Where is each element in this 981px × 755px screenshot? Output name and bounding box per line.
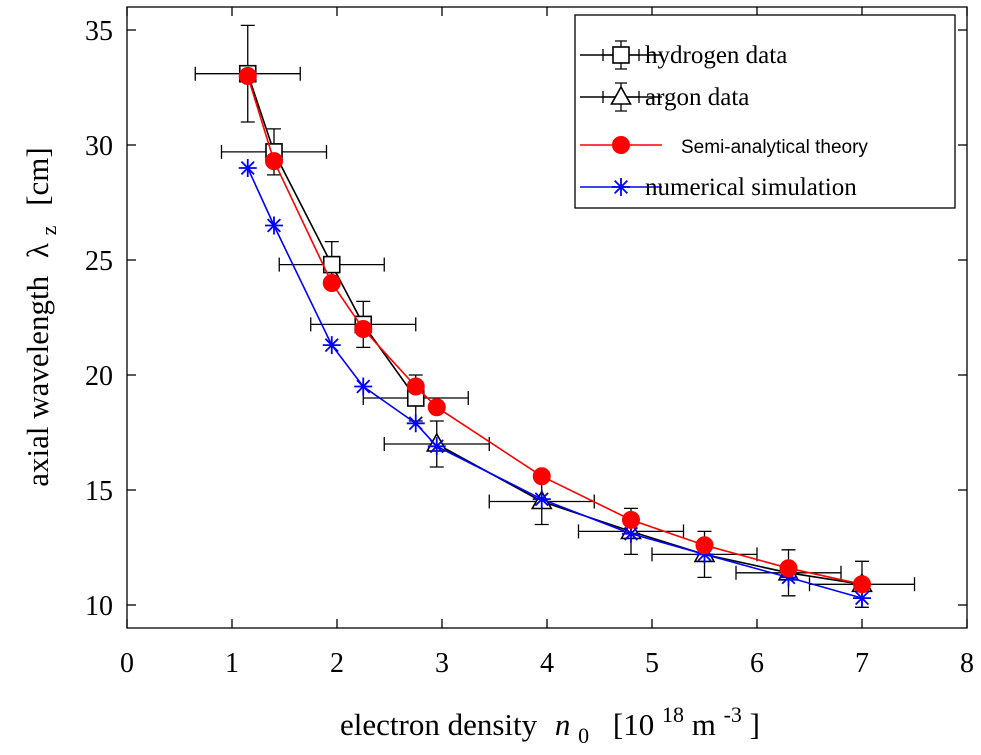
legend-marker — [612, 46, 630, 64]
semi-analytical-theory-series — [238, 67, 871, 594]
semi-analytical-theory-point — [853, 575, 871, 594]
numerical-simulation-point — [322, 336, 341, 355]
x-label-unit-mid: m — [692, 707, 716, 742]
y-axis-label: axial wavelength λ z [cm] — [20, 147, 63, 486]
semi-analytical-theory-point — [695, 536, 714, 555]
x-axis-label: electron density n 0 [10 18 m -3 ] — [340, 694, 760, 750]
semi-analytical-theory-point — [354, 320, 373, 338]
numerical-simulation-point — [265, 216, 283, 235]
x-label-symbol: n — [555, 707, 571, 742]
axes-ticks: 0 1 2 3 4 5 6 7 8 10 15 20 25 30 35 — [85, 7, 974, 679]
x-label-unit-exp: 18 — [662, 702, 684, 727]
legend-marker — [612, 178, 630, 196]
semi-analytical-theory-point — [406, 377, 425, 396]
y-tick-label: 15 — [85, 476, 113, 507]
y-label-symbol-sub: z — [36, 225, 61, 235]
x-tick-label: 8 — [960, 648, 974, 679]
x-tick-label: 6 — [750, 648, 764, 679]
x-label-symbol-sub: 0 — [578, 723, 589, 748]
legend-item-hydrogen-data: hydrogen data — [580, 40, 787, 70]
semi-analytical-theory-point — [622, 510, 640, 529]
semi-analytical-theory-point — [427, 398, 446, 417]
legend-marker — [610, 85, 632, 105]
y-tick-label: 30 — [85, 131, 113, 162]
semi-analytical-theory-point — [238, 67, 257, 85]
y-label-prefix: axial wavelength — [20, 275, 55, 486]
semi-analytical-theory-point — [265, 152, 283, 171]
x-tick-label: 1 — [225, 648, 239, 679]
semi-analytical-theory-point — [322, 274, 341, 292]
semi-analytical-theory-point — [532, 467, 551, 486]
legend-item-numerical-simulation: numerical simulation — [580, 174, 857, 201]
argon-data-line — [436, 443, 863, 586]
numerical-simulation-point — [354, 377, 373, 396]
x-label-unit-open: [10 — [613, 707, 654, 742]
numerical-simulation-point — [238, 159, 257, 177]
legend-marker — [612, 136, 630, 154]
legend-box — [574, 14, 956, 209]
x-tick-label: 2 — [330, 648, 344, 679]
legend-item-semi-analytical-theory: Semi-analytical theory — [580, 136, 868, 158]
numerical-simulation-point — [695, 545, 714, 564]
x-tick-label: 3 — [435, 648, 449, 679]
x-label-unit-close: ] — [750, 707, 760, 742]
plot-series — [194, 24, 916, 608]
x-tick-label: 7 — [855, 648, 869, 679]
numerical-simulation-point — [779, 568, 798, 587]
y-label-unit: [cm] — [20, 147, 55, 206]
legend-label: argon data — [645, 84, 749, 111]
numerical-simulation-series — [238, 159, 871, 608]
numerical-simulation-point — [427, 437, 446, 456]
y-tick-label: 10 — [85, 591, 113, 622]
y-tick-label: 25 — [85, 246, 113, 277]
legend: hydrogen data argon data Semi-analytical t… — [574, 14, 956, 209]
x-label-prefix: electron density — [340, 707, 538, 742]
legend-label: numerical simulation — [645, 174, 857, 201]
x-tick-label: 0 — [120, 648, 134, 679]
x-tick-label: 5 — [645, 648, 659, 679]
legend-label: hydrogen data — [645, 42, 787, 69]
legend-label: Semi-analytical theory — [681, 137, 868, 158]
legend-item-argon-data: argon data — [580, 82, 749, 112]
y-tick-label: 20 — [85, 361, 113, 392]
numerical-simulation-point — [853, 589, 871, 608]
numerical-simulation-point — [406, 414, 425, 433]
semi-analytical-theory-point — [779, 559, 798, 578]
numerical-simulation-point — [532, 490, 551, 509]
y-tick-label: 35 — [85, 16, 113, 47]
numerical-simulation-point — [622, 524, 640, 543]
x-tick-label: 4 — [540, 648, 554, 679]
y-label-symbol: λ — [20, 243, 55, 258]
x-label-unit-exp2: -3 — [724, 702, 742, 727]
